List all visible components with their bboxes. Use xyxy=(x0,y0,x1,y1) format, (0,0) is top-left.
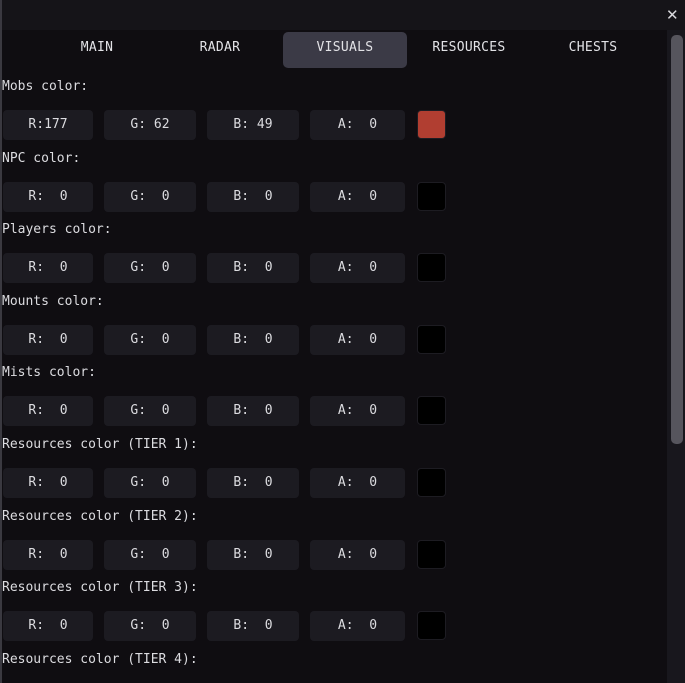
blue-value-input[interactable]: B: 0 xyxy=(207,396,299,427)
color-setting-label: NPC color: xyxy=(2,150,81,166)
blue-value-input[interactable]: B: 0 xyxy=(207,253,299,284)
green-value-input[interactable]: G: 0 xyxy=(104,253,196,284)
color-setting-label: Resources color (TIER 1): xyxy=(2,437,198,452)
color-setting-label: Resources color (TIER 3): xyxy=(2,580,198,596)
close-icon[interactable]: ✕ xyxy=(666,6,679,24)
blue-value-input[interactable]: B: 0 xyxy=(207,468,299,498)
blue-value-input[interactable]: B: 0 xyxy=(207,324,299,355)
green-value-input[interactable]: G: 0 xyxy=(104,396,196,427)
red-value-input[interactable]: R: 0 xyxy=(3,253,93,284)
color-setting-label: Mounts color: xyxy=(2,293,104,309)
green-value-input[interactable]: G: 0 xyxy=(104,539,196,570)
blue-value-input[interactable]: B: 0 xyxy=(207,539,299,570)
alpha-value-input[interactable]: A: 0 xyxy=(310,324,405,355)
color-preview-swatch[interactable] xyxy=(417,396,446,426)
red-value-input[interactable]: R: 0 xyxy=(3,468,93,498)
tab-radar[interactable]: RADAR xyxy=(199,40,241,55)
alpha-value-input[interactable]: A: 0 xyxy=(310,110,405,140)
blue-value-input[interactable]: B: 49 xyxy=(207,110,299,140)
color-preview-swatch[interactable] xyxy=(417,611,446,641)
red-value-input[interactable]: R: 0 xyxy=(3,611,93,642)
color-preview-swatch[interactable] xyxy=(417,181,446,211)
scrollbar-thumb[interactable] xyxy=(671,35,683,444)
color-preview-swatch[interactable] xyxy=(417,539,446,569)
blue-value-input[interactable]: B: 0 xyxy=(207,611,299,642)
green-value-input[interactable]: G: 0 xyxy=(104,324,196,355)
green-value-input[interactable]: G: 0 xyxy=(104,468,196,498)
color-preview-swatch[interactable] xyxy=(417,110,446,139)
tab-bar: MAIN RADAR VISUALS RESOURCES CHESTS xyxy=(2,32,667,68)
color-preview-swatch[interactable] xyxy=(417,253,446,283)
red-value-input[interactable]: R: 0 xyxy=(3,396,93,427)
green-value-input[interactable]: G: 62 xyxy=(104,110,196,140)
green-value-input[interactable]: G: 0 xyxy=(104,611,196,642)
tab-chests[interactable]: CHESTS xyxy=(568,40,618,55)
color-setting-label: Resources color (TIER 4): xyxy=(2,651,198,667)
red-value-input[interactable]: R:177 xyxy=(3,110,93,140)
alpha-value-input[interactable]: A: 0 xyxy=(310,253,405,284)
color-setting-label: Mobs color: xyxy=(2,79,89,94)
alpha-value-input[interactable]: A: 0 xyxy=(310,181,405,212)
red-value-input[interactable]: R: 0 xyxy=(3,539,93,570)
tab-visuals[interactable]: VISUALS xyxy=(283,32,407,68)
tab-resources[interactable]: RESOURCES xyxy=(432,40,506,55)
alpha-value-input[interactable]: A: 0 xyxy=(310,611,405,642)
color-preview-swatch[interactable] xyxy=(417,324,446,354)
alpha-value-input[interactable]: A: 0 xyxy=(310,539,405,570)
green-value-input[interactable]: G: 0 xyxy=(104,181,196,212)
alpha-value-input[interactable]: A: 0 xyxy=(310,468,405,498)
alpha-value-input[interactable]: A: 0 xyxy=(310,396,405,427)
color-preview-swatch[interactable] xyxy=(417,468,446,497)
red-value-input[interactable]: R: 0 xyxy=(3,181,93,212)
color-setting-label: Resources color (TIER 2): xyxy=(2,508,198,524)
color-setting-label: Mists color: xyxy=(2,365,96,381)
blue-value-input[interactable]: B: 0 xyxy=(207,181,299,212)
red-value-input[interactable]: R: 0 xyxy=(3,324,93,355)
tab-main[interactable]: MAIN xyxy=(80,40,114,55)
color-setting-label: Players color: xyxy=(2,222,112,238)
visuals-panel: MAIN RADAR VISUALS RESOURCES CHESTS Mobs col… xyxy=(2,30,667,683)
